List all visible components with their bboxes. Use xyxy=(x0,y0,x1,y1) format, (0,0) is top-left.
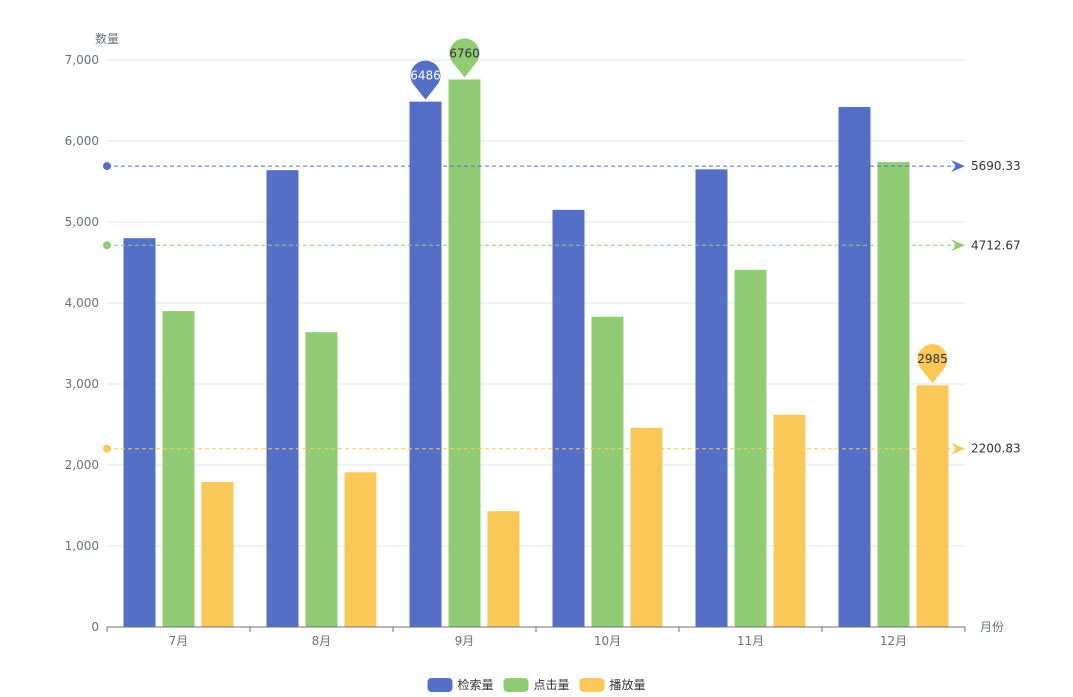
max-marker-label: 2985 xyxy=(917,352,948,366)
legend[interactable]: 检索量 点击量 播放量 xyxy=(427,677,646,692)
max-marker: 2985 xyxy=(917,344,948,384)
max-marker: 6760 xyxy=(449,38,480,78)
x-tick-label: 10月 xyxy=(594,634,621,648)
bar[interactable] xyxy=(344,472,377,627)
y-axis-ticks: 0 1,000 2,000 3,000 4,000 5,000 6,000 7,000 xyxy=(65,53,99,634)
average-line-start xyxy=(103,162,111,171)
x-tick-label: 11月 xyxy=(737,634,764,648)
x-tick-label: 7月 xyxy=(169,634,189,648)
max-marker-pin xyxy=(917,344,948,384)
average-line-label: 4712.67 xyxy=(971,238,1021,252)
average-line-start xyxy=(103,444,111,453)
legend-label: 检索量 xyxy=(458,677,494,692)
y-tick-label: 3,000 xyxy=(65,377,99,391)
y-tick-label: 5,000 xyxy=(65,215,99,229)
average-line-start xyxy=(103,241,111,250)
legend-item[interactable]: 播放量 xyxy=(579,677,646,692)
max-marker-label: 6760 xyxy=(449,46,480,60)
x-axis xyxy=(106,626,966,632)
x-axis-ticks: 7月 8月 9月 10月 11月 12月 xyxy=(169,634,907,648)
bar[interactable] xyxy=(266,170,299,627)
x-axis-label: 月份 xyxy=(980,620,1004,634)
bar[interactable] xyxy=(448,79,481,627)
bar[interactable] xyxy=(162,311,195,627)
y-tick-label: 7,000 xyxy=(65,53,99,67)
bars xyxy=(123,79,949,628)
average-line-label: 2200.83 xyxy=(971,442,1021,456)
bar[interactable] xyxy=(591,316,624,627)
bar[interactable] xyxy=(630,427,663,627)
bar[interactable] xyxy=(487,511,520,627)
legend-label: 点击量 xyxy=(534,678,570,692)
legend-swatch xyxy=(579,678,605,692)
max-markers: 6486 6760 2985 xyxy=(410,38,948,384)
legend-label: 播放量 xyxy=(610,677,646,692)
max-marker: 6486 xyxy=(410,60,441,100)
y-tick-label: 6,000 xyxy=(65,134,99,148)
y-tick-label: 2,000 xyxy=(65,458,99,472)
legend-swatch xyxy=(503,678,529,692)
bar[interactable] xyxy=(123,238,156,627)
y-tick-label: 4,000 xyxy=(65,296,99,310)
average-lines: 5690.33 4712.67 2200.83 xyxy=(103,159,1021,456)
legend-item[interactable]: 点击量 xyxy=(503,678,570,692)
legend-item[interactable]: 检索量 xyxy=(427,677,494,692)
max-marker-pin xyxy=(410,60,441,100)
bar[interactable] xyxy=(201,482,234,627)
bar[interactable] xyxy=(877,162,910,627)
bar[interactable] xyxy=(409,101,442,627)
y-axis-label: 数量 xyxy=(95,31,119,46)
x-tick-label: 9月 xyxy=(455,634,475,648)
x-tick-label: 8月 xyxy=(312,634,332,648)
average-line-label: 5690.33 xyxy=(971,159,1021,173)
grid-lines xyxy=(107,59,965,547)
bar[interactable] xyxy=(305,332,338,627)
bar[interactable] xyxy=(916,385,949,627)
x-tick-label: 12月 xyxy=(880,634,907,648)
legend-swatch xyxy=(427,678,453,692)
bar[interactable] xyxy=(773,414,806,627)
max-marker-pin xyxy=(449,38,480,78)
max-marker-label: 6486 xyxy=(410,69,441,83)
y-tick-label: 0 xyxy=(91,620,99,634)
bar[interactable] xyxy=(838,106,871,628)
bar[interactable] xyxy=(552,209,585,627)
bar[interactable] xyxy=(695,169,728,627)
average-line-arrow xyxy=(951,442,965,455)
average-line-arrow xyxy=(951,239,965,252)
y-tick-label: 1,000 xyxy=(65,539,99,553)
average-line-arrow xyxy=(951,160,965,173)
